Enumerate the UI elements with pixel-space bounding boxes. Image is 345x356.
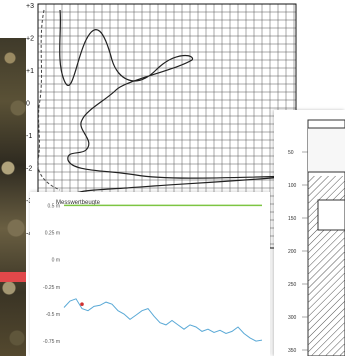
depth-tick-label: 100 (288, 183, 297, 189)
y-tick-labels: +3+2+10-1-2-3-4-5 (26, 3, 34, 238)
dashed-trace (37, 9, 61, 191)
line-chart: Messwertbeugte 0.5 m 0.25 m 0 m -0.25 m -0.5… (30, 192, 270, 356)
series-polyline (63, 298, 263, 342)
grid-tick-label: +3 (26, 3, 34, 10)
grid-tick-label: -2 (26, 166, 32, 173)
depth-tick-label: 50 (288, 150, 294, 156)
data-marker (80, 302, 84, 307)
chart-title: Messwertbeugte (56, 200, 101, 206)
depth-tick-label: 250 (288, 282, 297, 288)
grid-tick-label: 0 (26, 101, 30, 108)
y-tick-label: -0.25 m (43, 285, 60, 291)
y-tick-label: -0.75 m (43, 339, 60, 345)
y-axis-ticks: 0.5 m 0.25 m 0 m -0.25 m -0.5 m -0.75 m (43, 203, 60, 345)
depth-tick-label: 300 (288, 315, 297, 321)
soil-profile-panel: 50 100 150 200 250 300 350 (274, 110, 345, 356)
series-line (63, 204, 263, 342)
grid-tick-label: -1 (26, 133, 32, 140)
y-tick-label: 0.5 m (47, 203, 60, 209)
grid-tick-label: -3 (26, 198, 32, 205)
depth-tick-label: 200 (288, 249, 297, 255)
grid-tick-label: +2 (26, 36, 34, 43)
dotted-layer (308, 128, 345, 172)
red-band (0, 272, 26, 282)
depth-tick-labels: 50 100 150 200 250 300 350 (288, 150, 308, 354)
solid-trace (59, 9, 297, 201)
grid-tick-label: -4 (26, 231, 32, 238)
depth-tick-label: 150 (288, 216, 297, 222)
grid-tick-label: +1 (26, 68, 34, 75)
y-tick-label: 0 m (52, 258, 60, 264)
y-tick-label: -0.5 m (46, 312, 60, 318)
y-tick-label: 0.25 m (45, 231, 60, 237)
depth-tick-label: 350 (288, 348, 297, 354)
clear-inset (317, 199, 345, 231)
rock-photo-strip (0, 38, 26, 356)
